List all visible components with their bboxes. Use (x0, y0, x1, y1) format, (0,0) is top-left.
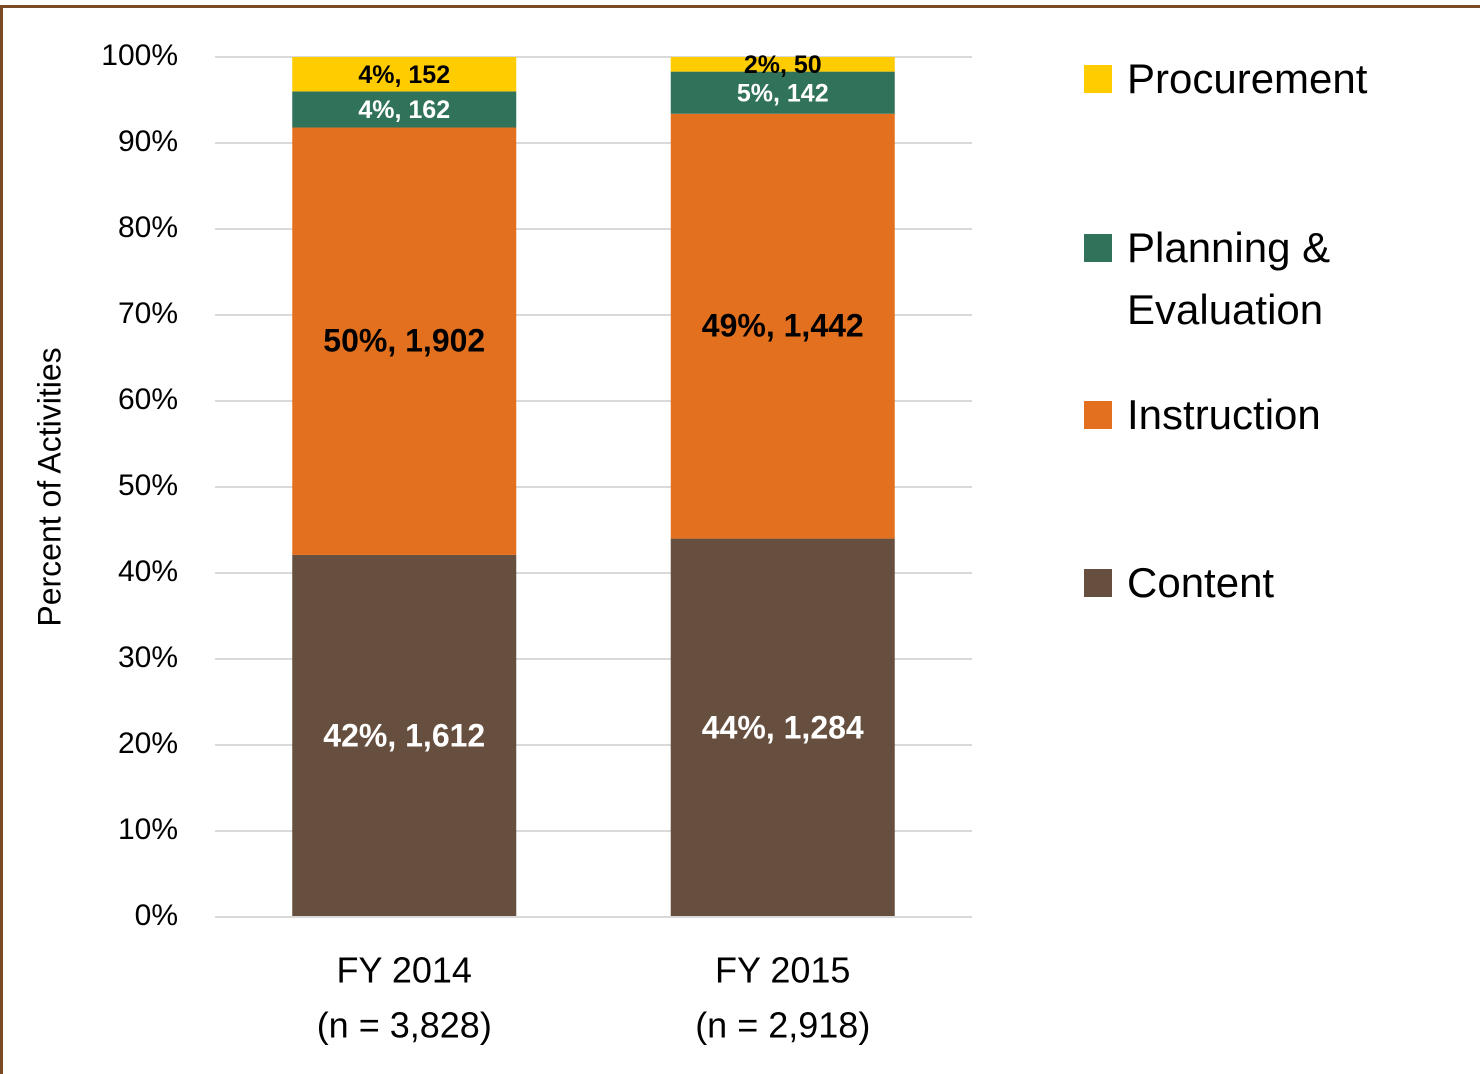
y-tick-label: 0% (135, 899, 178, 932)
y-tick-label: 20% (118, 727, 178, 760)
bar-segment (670, 538, 895, 917)
data-label: 50%, 1,902 (323, 323, 485, 359)
y-tick-label: 60% (118, 383, 178, 416)
legend-label: Planning & Evaluation (1127, 224, 1331, 333)
y-tick-label: 10% (118, 813, 178, 846)
data-label: 4%, 152 (358, 61, 450, 89)
x-tick-label: (n = 2,918) (695, 1005, 870, 1046)
y-tick-label: 50% (118, 469, 178, 502)
data-label: 2%, 50 (744, 51, 822, 79)
data-label: 42%, 1,612 (323, 717, 485, 753)
bar-segment (292, 91, 517, 128)
bar-segment (292, 57, 517, 92)
x-tick-label: FY 2014 (337, 950, 472, 991)
bar-segment (670, 71, 895, 114)
data-label: 44%, 1,284 (702, 709, 864, 745)
legend-label: Instruction (1127, 391, 1321, 438)
data-label: 49%, 1,442 (702, 308, 864, 344)
y-tick-label: 90% (118, 125, 178, 158)
y-tick-label: 70% (118, 297, 178, 330)
legend-label: Content (1127, 559, 1275, 606)
legend-swatch (1084, 234, 1112, 262)
data-label: 4%, 162 (358, 96, 450, 124)
bar-segment (670, 113, 895, 539)
legend-label: Procurement (1127, 55, 1368, 102)
y-tick-label: 30% (118, 641, 178, 674)
y-tick-label: 40% (118, 555, 178, 588)
bar-segment (292, 554, 517, 917)
y-tick-label: 100% (101, 39, 178, 72)
legend-swatch (1084, 65, 1112, 93)
bar-segment (292, 127, 517, 555)
x-tick-label: (n = 3,828) (317, 1005, 492, 1046)
legend-swatch (1084, 569, 1112, 597)
legend-item: Procurement (1084, 48, 1464, 110)
legend-item: Content (1084, 552, 1464, 614)
bar-segment (670, 57, 895, 72)
y-tick-label: 80% (118, 211, 178, 244)
legend-item: Instruction (1084, 384, 1464, 446)
y-axis-label: Percent of Activities (31, 347, 67, 626)
legend-item: Planning & Evaluation (1084, 217, 1464, 341)
x-tick-label: FY 2015 (715, 950, 850, 991)
frame (0, 5, 1480, 1074)
data-label: 5%, 142 (737, 79, 829, 107)
legend-swatch (1084, 401, 1112, 429)
